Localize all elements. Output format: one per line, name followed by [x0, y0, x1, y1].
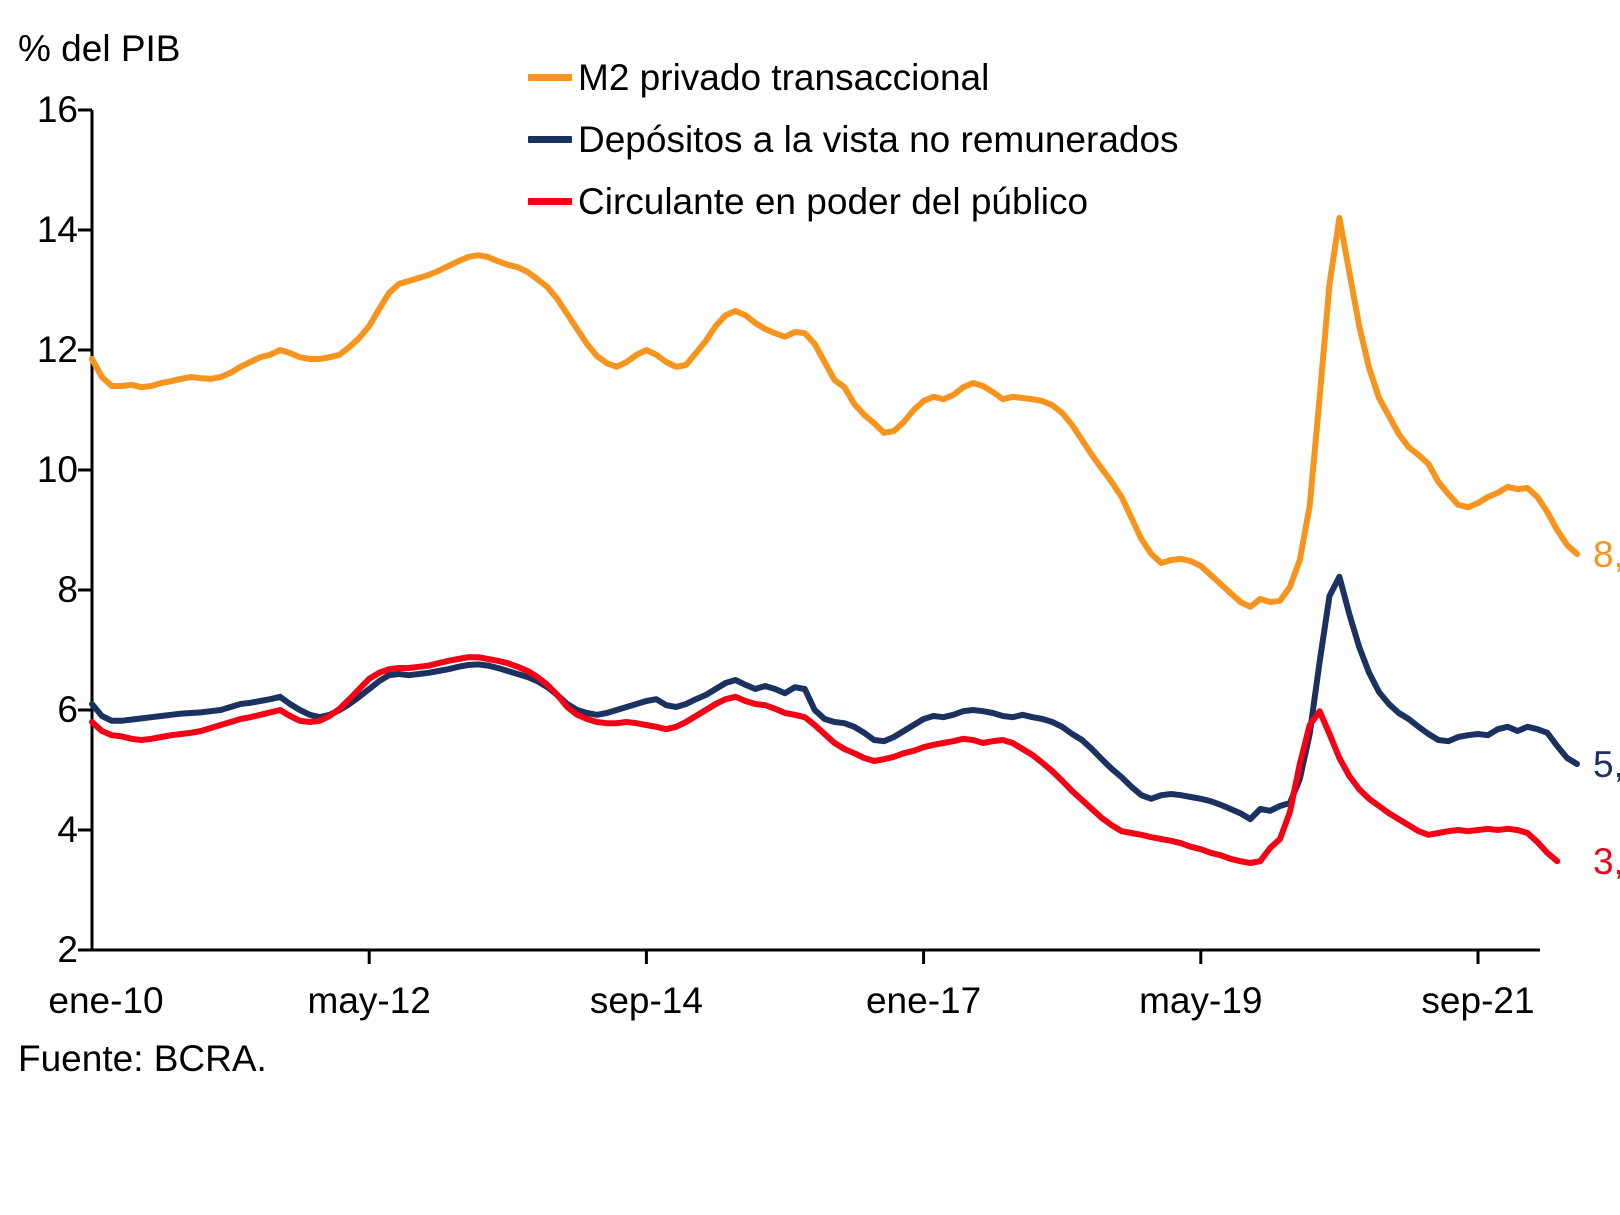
y-tick-label-14: 14	[36, 209, 78, 250]
legend-swatch-circulante	[528, 197, 572, 205]
y-tick-label-4: 4	[57, 809, 78, 850]
legend-swatch-m2	[528, 73, 572, 81]
series-lines	[89, 215, 1580, 866]
y-tick-label-12: 12	[36, 329, 78, 370]
legend-label-depositos: Depósitos a la vista no remunerados	[578, 118, 1179, 160]
y-tick-label-16: 16	[36, 89, 78, 130]
x-tick-label-may-12: may-12	[307, 980, 431, 1021]
source-note: Fuente: BCRA.	[18, 1038, 267, 1079]
x-tick-label-may-19: may-19	[1139, 980, 1263, 1021]
x-tick-label-ene-17: ene-17	[865, 980, 982, 1021]
legend-swatch-depositos	[528, 135, 572, 143]
legend-item-m2[interactable]: M2 privado transaccional	[528, 46, 1179, 108]
y-tick-label-6: 6	[57, 689, 78, 730]
y-tick-label-8: 8	[57, 569, 78, 610]
legend-label-circulante: Circulante en poder del público	[578, 180, 1089, 222]
x-tick-label-sep-14: sep-14	[589, 980, 703, 1021]
legend-label-m2: M2 privado transaccional	[578, 56, 990, 98]
axes	[78, 108, 1540, 964]
end-label-m2: 8,6	[1593, 534, 1620, 575]
x-tick-label-sep-21: sep-21	[1421, 980, 1535, 1021]
end-label-depositos: 5,1	[1593, 744, 1620, 785]
series-line-circulante	[89, 654, 1561, 866]
legend-item-circulante[interactable]: Circulante en poder del público	[528, 170, 1179, 232]
y-tick-label-2: 2	[57, 929, 78, 970]
y-tick-label-10: 10	[36, 449, 78, 490]
legend-item-depositos[interactable]: Depósitos a la vista no remunerados	[528, 108, 1179, 170]
end-label-circulante: 3,5	[1593, 841, 1620, 883]
series-line-m2	[89, 215, 1580, 610]
chart-legend: M2 privado transaccional Depósitos a la …	[528, 46, 1179, 232]
y-axis-unit-label: % del PIB	[18, 28, 181, 69]
x-tick-label-ene-10: ene-10	[48, 980, 164, 1021]
